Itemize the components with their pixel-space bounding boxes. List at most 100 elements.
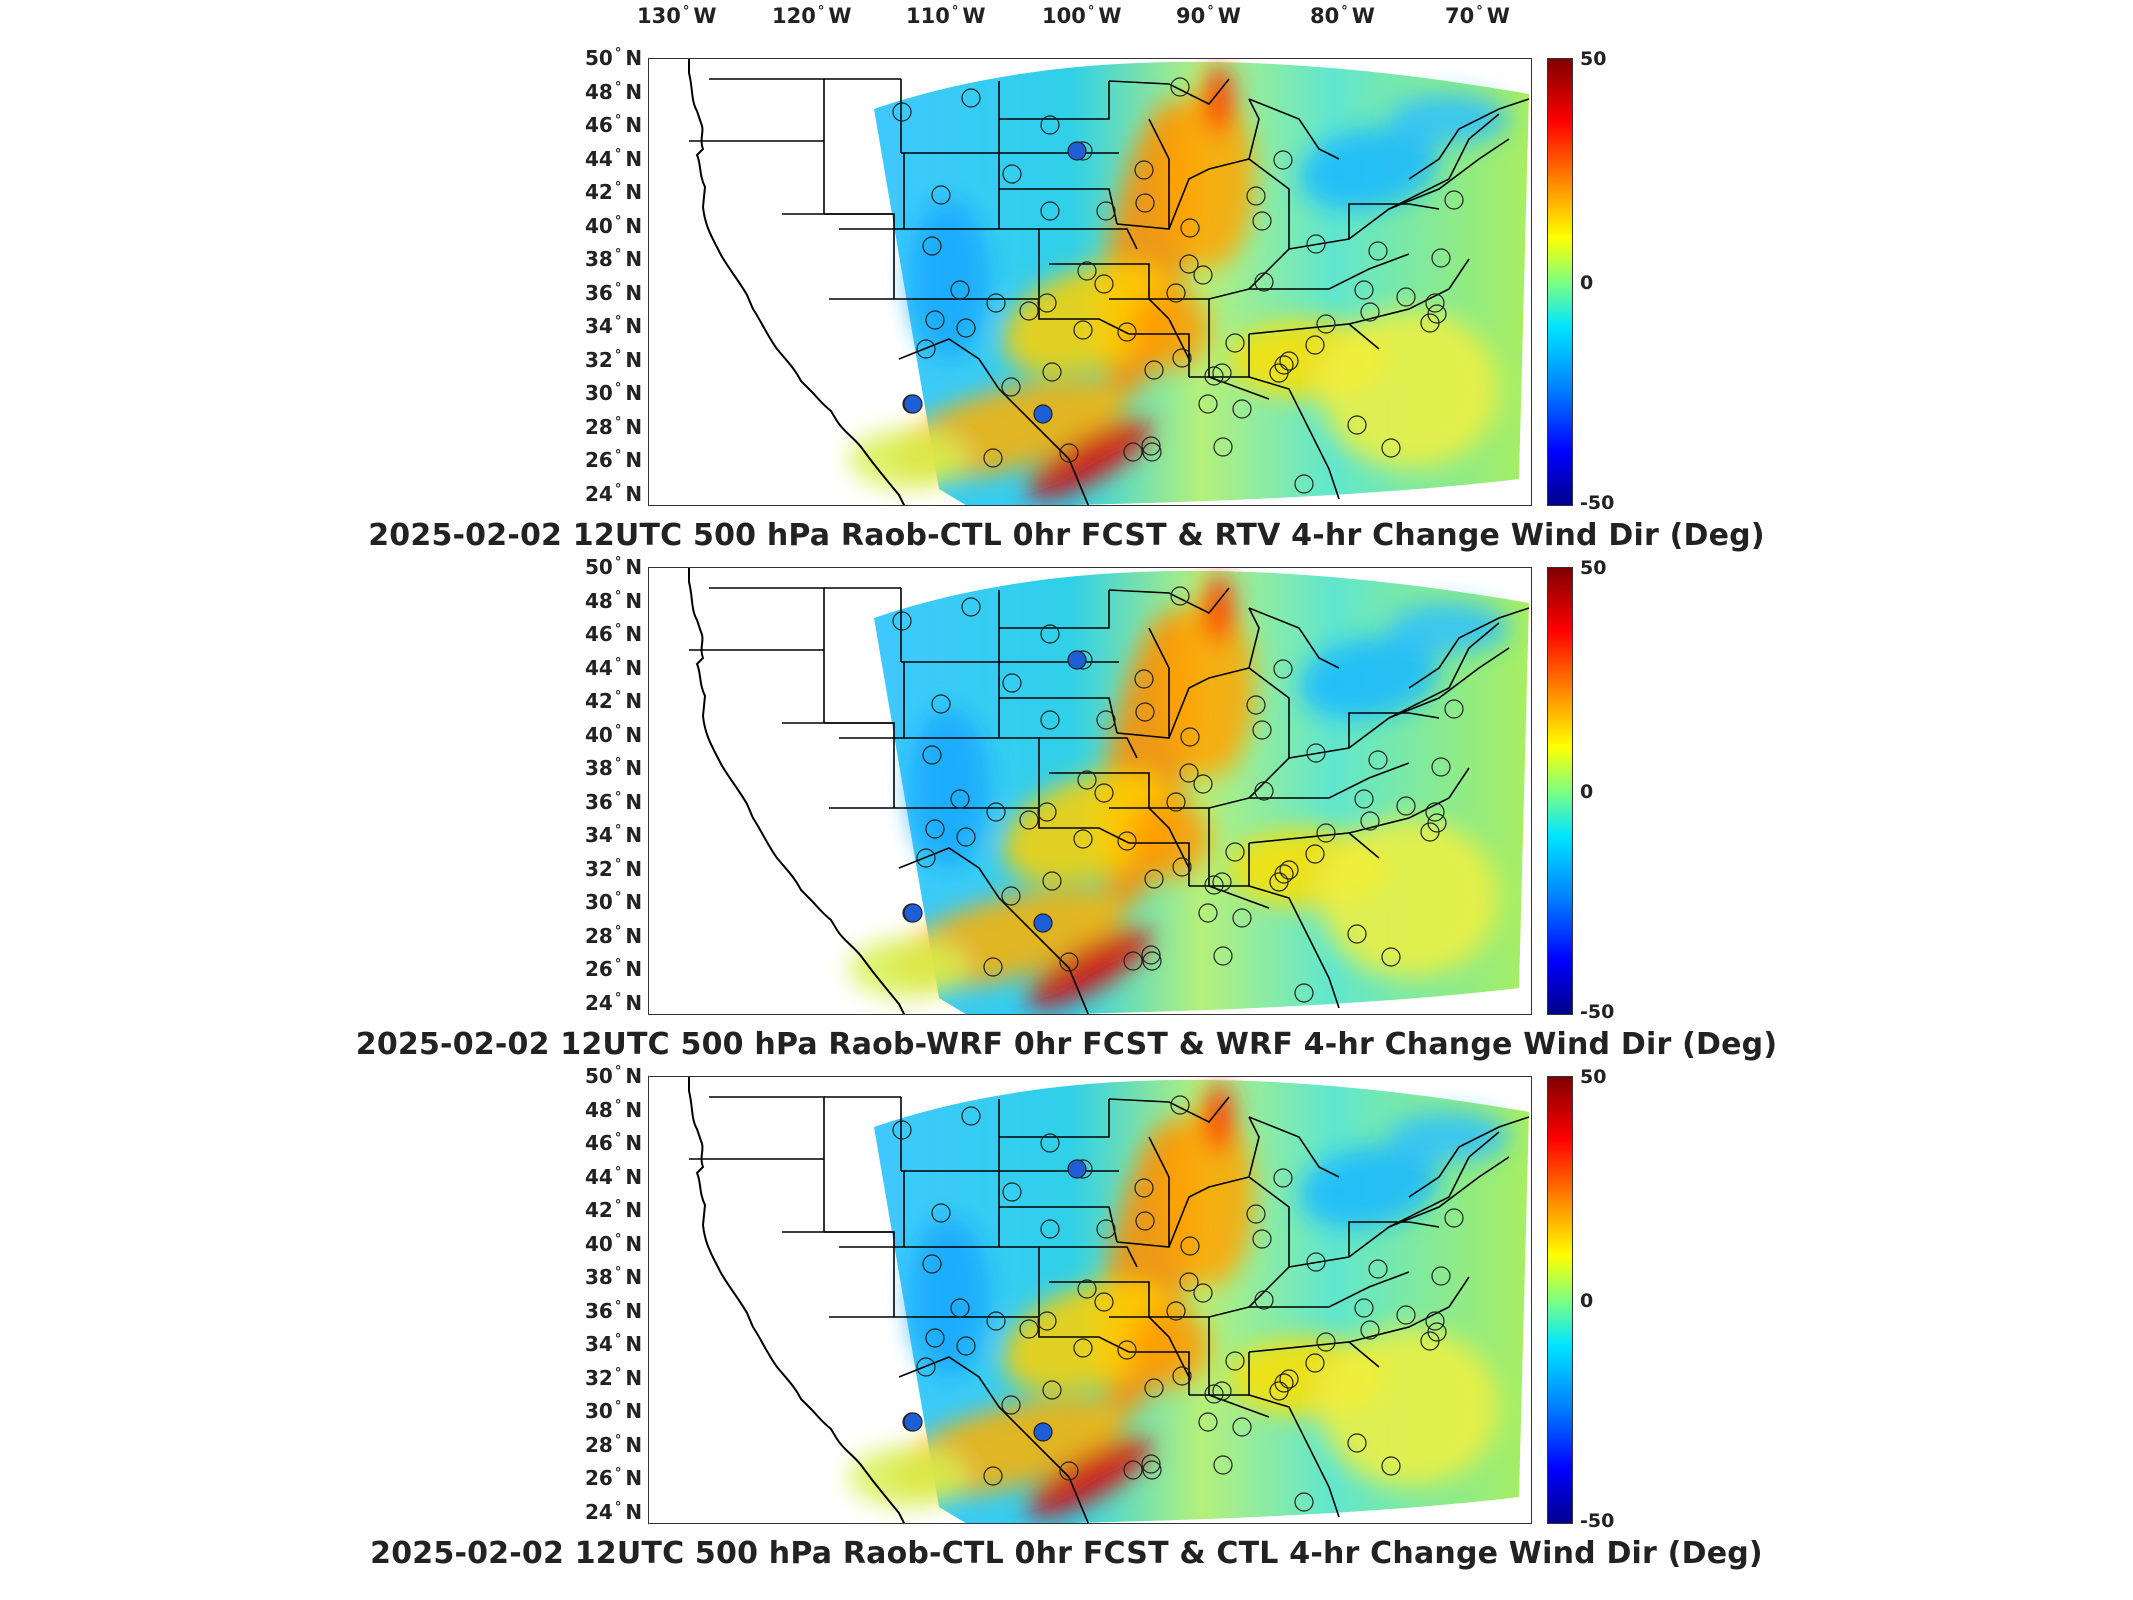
raob-station-marker — [1135, 193, 1155, 213]
latitude-label: 38 ° N — [585, 756, 643, 780]
raob-station-marker — [1002, 1182, 1022, 1202]
raob-station-marker — [1273, 659, 1293, 679]
raob-station-marker — [956, 827, 976, 847]
field-anomaly — [1204, 64, 1234, 134]
state-boundary — [1149, 762, 1410, 809]
longitude-label: 110 ° W — [906, 4, 986, 28]
colorbar-tick-label: 50 — [1580, 48, 1607, 70]
raob-station-marker — [1396, 796, 1416, 816]
raob-station-marker — [1305, 844, 1325, 864]
raob-station-marker — [1316, 1332, 1336, 1352]
state-boundary — [1348, 203, 1440, 239]
raob-station-marker — [1225, 1351, 1245, 1371]
raob-station-marker — [1166, 1301, 1186, 1321]
raob-station-marker — [1427, 1322, 1447, 1342]
latitude-label: 32 ° N — [585, 1365, 643, 1390]
raob-station-marker — [1170, 586, 1190, 606]
state-boundary — [1149, 1271, 1410, 1318]
raob-station-marker — [1019, 1319, 1039, 1339]
raob-station-marker — [1198, 903, 1218, 923]
raob-station-marker — [1193, 1283, 1213, 1303]
state-boundary — [1408, 98, 1530, 180]
field-anomaly — [1389, 603, 1509, 653]
raob-station-marker — [892, 102, 912, 122]
raob-station-marker — [1198, 1412, 1218, 1432]
raob-station-marker — [961, 597, 981, 617]
state-boundary — [1168, 607, 1260, 739]
state-boundary — [839, 1170, 905, 1248]
raob-station-marker — [1042, 871, 1062, 891]
field-anomaly — [1204, 1082, 1234, 1152]
state-boundary — [1038, 1317, 1130, 1353]
state-boundary — [1039, 737, 1138, 759]
raob-station-marker — [986, 1311, 1006, 1331]
raob-station-marker — [1073, 320, 1093, 340]
state-boundary — [839, 152, 905, 230]
raob-station-marker — [1134, 669, 1154, 689]
raob-station-marker — [1077, 1279, 1097, 1299]
raob-station-marker — [1141, 436, 1161, 456]
raob-station-marker — [1040, 201, 1060, 221]
state-boundary — [1248, 1394, 1340, 1518]
raob-station-marker — [1019, 301, 1039, 321]
state-boundary — [1129, 842, 1190, 886]
raob-station-marker — [931, 694, 951, 714]
state-boundary — [894, 1246, 1040, 1318]
state-boundary — [1388, 113, 1500, 210]
raob-station-marker — [1180, 1236, 1200, 1256]
panel-title: 2025-02-02 12UTC 500 hPa Raob-CTL 0hr FC… — [368, 518, 1765, 553]
raob-station-marker — [1213, 437, 1233, 457]
raob-station-marker — [1019, 810, 1039, 830]
raob-station-marker — [1059, 1461, 1079, 1481]
raob-station-marker — [956, 1336, 976, 1356]
raob-station-marker — [1067, 141, 1087, 161]
raob-station-marker — [903, 1412, 923, 1432]
latitude-label: 26 ° N — [585, 448, 643, 472]
raob-station-marker — [1180, 727, 1200, 747]
raob-station-marker — [1135, 1211, 1155, 1231]
raob-station-marker — [1040, 1219, 1060, 1239]
raob-station-marker — [1279, 351, 1299, 371]
colorbar-tick-label: 0 — [1580, 1290, 1594, 1312]
raob-station-marker — [1368, 750, 1388, 770]
state-boundary — [1408, 607, 1530, 689]
state-boundary — [898, 1356, 1090, 1523]
state-boundary — [1248, 667, 1290, 758]
colorbar-tick-label: 50 — [1580, 1066, 1607, 1088]
raob-station-marker — [1354, 1298, 1374, 1318]
state-boundary — [1108, 1096, 1230, 1124]
raob-station-marker — [1306, 1252, 1326, 1272]
field-anomaly — [1389, 94, 1509, 144]
latitude-label: 32 ° N — [585, 347, 643, 372]
field-anomaly — [1204, 573, 1234, 643]
raob-station-marker — [1360, 811, 1380, 831]
raob-stations — [892, 1095, 1464, 1512]
raob-station-marker — [1273, 1168, 1293, 1188]
state-boundary — [1248, 158, 1290, 249]
raob-station-marker — [1212, 363, 1232, 383]
raob-station-marker — [1444, 1208, 1464, 1228]
state-boundary — [1039, 1246, 1138, 1268]
latitude-label: 34 ° N — [585, 1332, 643, 1356]
raob-station-marker — [1316, 823, 1336, 843]
latitude-label: 48 ° N — [585, 1097, 643, 1122]
field-anomaly — [909, 1217, 989, 1377]
latitude-label: 50 ° N — [585, 46, 643, 70]
field-anomaly — [1164, 598, 1254, 778]
state-boundary — [1049, 772, 1150, 809]
raob-station-marker — [1001, 1395, 1021, 1415]
latitude-label: 46 ° N — [585, 1131, 643, 1155]
latitude-label: 50 ° N — [585, 555, 643, 579]
field-anomaly — [1319, 309, 1499, 469]
latitude-label: 28 ° N — [585, 414, 643, 439]
state-boundary — [898, 338, 1090, 505]
raob-station-marker — [1294, 983, 1314, 1003]
latitude-label: 44 ° N — [585, 655, 643, 680]
raob-station-marker — [1381, 1456, 1401, 1476]
raob-station-marker — [1141, 1454, 1161, 1474]
field-anomaly — [849, 429, 969, 489]
raob-station-marker — [1096, 1219, 1116, 1239]
raob-station-marker — [1134, 160, 1154, 180]
raob-station-marker — [1273, 150, 1293, 170]
raob-station-marker — [1225, 842, 1245, 862]
